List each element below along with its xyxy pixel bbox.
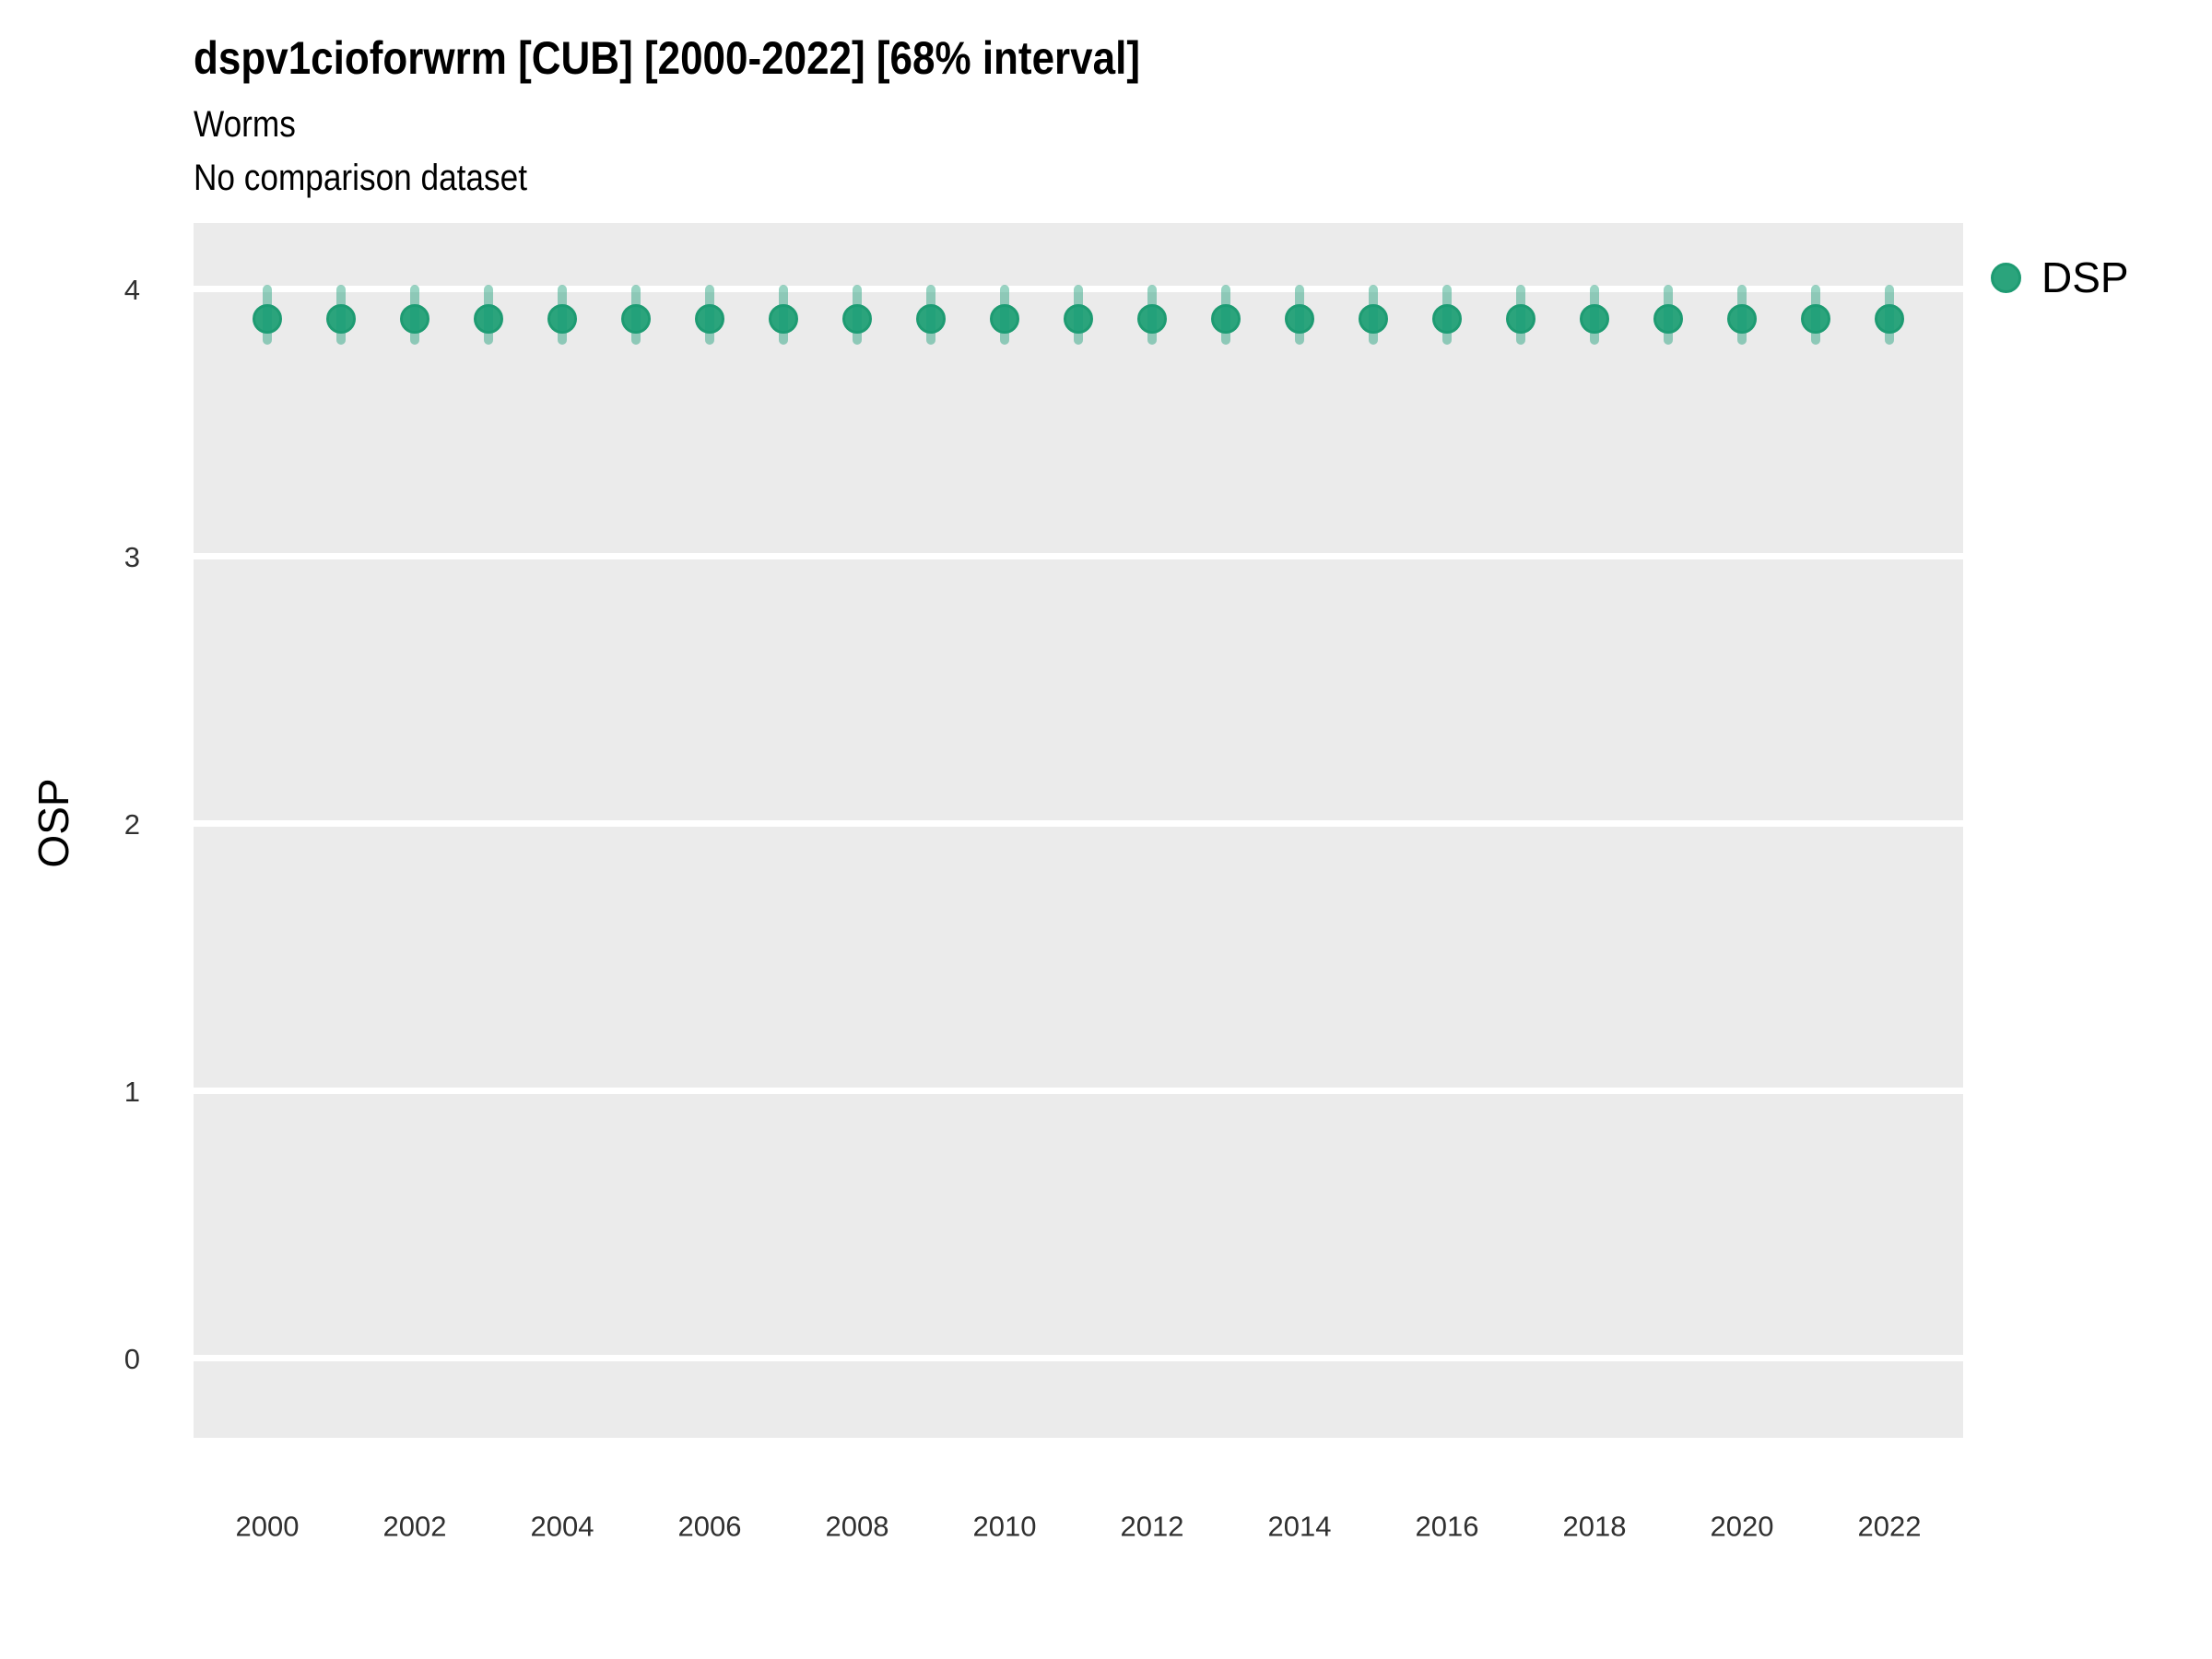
x-tick-label-2010: 2010 <box>972 1510 1037 1543</box>
chart-comparison-note: No comparison dataset <box>194 158 572 198</box>
x-tick-label-2016: 2016 <box>1415 1510 1479 1543</box>
legend-point-icon <box>1991 262 2021 293</box>
x-tick-label-2020: 2020 <box>1710 1510 1774 1543</box>
chart-title-text: dspv1cioforwrm [CUB] [2000-2022] [68% in… <box>194 32 1141 84</box>
y-tick-label-3: 3 <box>124 540 140 573</box>
x-tick-label-2018: 2018 <box>1562 1510 1627 1543</box>
gridline-y-1 <box>194 1088 1963 1095</box>
gridline-y-3 <box>194 553 1963 560</box>
y-tick-label-0: 0 <box>124 1342 140 1375</box>
x-tick-label-2000: 2000 <box>235 1510 300 1543</box>
chart-title: dspv1cioforwrm [CUB] [2000-2022] [68% in… <box>194 33 1269 84</box>
y-tick-label-1: 1 <box>124 1075 140 1108</box>
legend: DSP <box>1991 256 2129 299</box>
x-tick-label-2006: 2006 <box>677 1510 742 1543</box>
x-tick-label-2014: 2014 <box>1267 1510 1332 1543</box>
gridline-y-2 <box>194 820 1963 828</box>
chart-subtitle-text: Worms <box>194 104 296 145</box>
plot-area <box>194 223 1963 1438</box>
chart-comparison-note-text: No comparison dataset <box>194 158 527 198</box>
chart-subtitle: Worms <box>194 104 310 145</box>
x-tick-label-2012: 2012 <box>1120 1510 1184 1543</box>
x-tick-label-2004: 2004 <box>530 1510 594 1543</box>
x-tick-label-2002: 2002 <box>382 1510 447 1543</box>
y-tick-label-4: 4 <box>124 273 140 306</box>
y-tick-label-2: 2 <box>124 807 140 841</box>
gridline-y-0 <box>194 1355 1963 1362</box>
x-tick-label-2022: 2022 <box>1857 1510 1922 1543</box>
legend-label: DSP <box>2041 253 2129 301</box>
gridline-y-4 <box>194 286 1963 293</box>
x-tick-label-2008: 2008 <box>825 1510 889 1543</box>
